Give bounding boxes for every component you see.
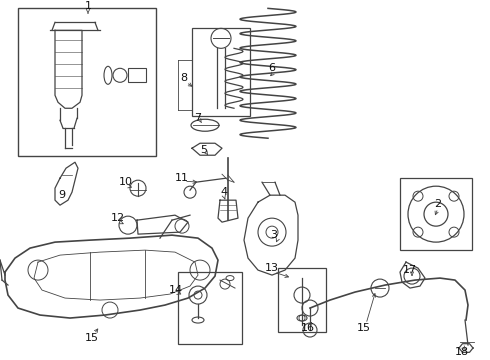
Bar [128,68,146,82]
Text: 18: 18 [455,347,469,357]
Text: 15: 15 [357,323,371,333]
Text: 11: 11 [175,173,189,183]
Text: 2: 2 [435,199,441,209]
Text: 1: 1 [84,1,92,12]
Text: 17: 17 [403,265,417,275]
Text: 10: 10 [119,177,133,187]
Text: 12: 12 [111,213,125,223]
Bar [178,272,242,344]
Bar [278,268,326,332]
Text: 7: 7 [195,113,201,123]
Text: 13: 13 [265,263,279,273]
Bar [192,28,250,116]
Text: 6: 6 [269,63,275,73]
Text: 5: 5 [200,145,207,155]
Text: 9: 9 [58,190,66,200]
Text: 15: 15 [85,333,99,343]
Text: 14: 14 [169,285,183,295]
Text: 3: 3 [270,230,277,240]
Text: 16: 16 [301,323,315,333]
Bar [400,178,472,250]
Text: 4: 4 [220,187,227,197]
Bar [18,8,156,156]
Text: 8: 8 [180,73,188,83]
